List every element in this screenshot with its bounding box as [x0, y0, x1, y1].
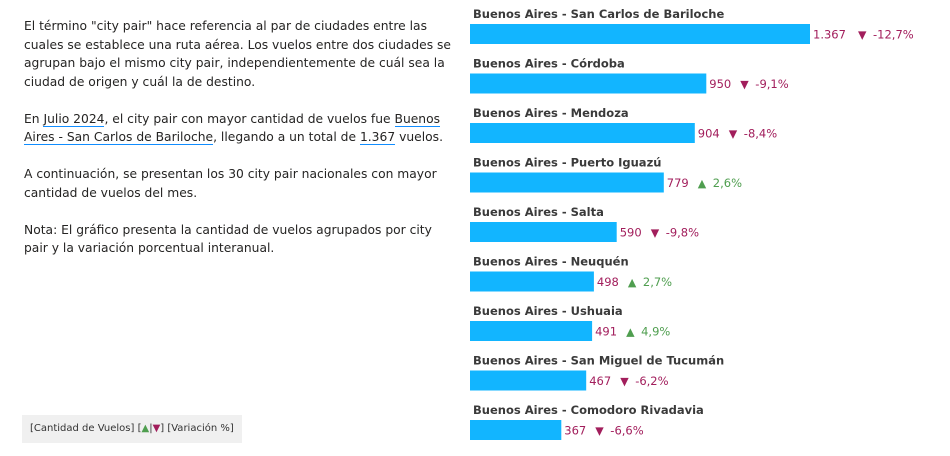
down-triangle-icon: ▼ [595, 425, 604, 438]
value-label: 950 [709, 77, 731, 91]
top-pair-highlight: Buenos Aires - San Carlos de Bariloche [24, 111, 441, 145]
category-label: Buenos Aires - Puerto Iguazú [473, 156, 661, 170]
category-label: Buenos Aires - Salta [473, 205, 604, 219]
bar [470, 73, 707, 94]
bar [470, 370, 587, 391]
bar [470, 172, 664, 193]
legend-separator: | [149, 423, 153, 434]
category-label: Buenos Aires - Neuquén [473, 255, 629, 269]
down-triangle-icon: ▼ [620, 375, 629, 388]
down-triangle-icon: ▼ [651, 227, 660, 240]
category-label: Buenos Aires - Córdoba [473, 57, 625, 71]
bar [470, 123, 695, 143]
bar [470, 420, 562, 440]
intro-text-block: El término "city pair" hace referencia a… [24, 17, 454, 276]
intro-text-mid2: , llegando a un total de [213, 130, 360, 144]
variation-label: 4,9% [641, 325, 670, 339]
value-label: 779 [667, 176, 689, 190]
up-triangle-icon: ▲ [628, 276, 637, 289]
bar [470, 24, 810, 44]
intro-paragraph-continuation: A continuación, se presentan los 30 city… [24, 167, 437, 200]
variation-label: 2,7% [643, 275, 672, 289]
city-pair-bar-chart: Buenos Aires - San Carlos de Bariloche 1.… [470, 7, 914, 440]
value-label: 1.367 [813, 28, 846, 42]
bar [470, 321, 593, 341]
variation-label: -9,1% [755, 77, 788, 91]
month-highlight: Julio 2024 [43, 111, 105, 127]
intro-paragraph-highlight: En Julio 2024, el city pair con mayor ca… [24, 110, 454, 147]
category-label: Buenos Aires - Comodoro Rivadavia [473, 403, 704, 417]
intro-text-prefix: En [24, 111, 44, 126]
up-triangle-icon: ▲ [698, 177, 707, 190]
intro-text-mid: , el city pair con mayor cantidad de vue… [104, 111, 395, 126]
category-label: Buenos Aires - Mendoza [473, 106, 629, 120]
down-triangle-icon: ▼ [740, 78, 749, 91]
legend-text-start: [Cantidad de Vuelos] [ [30, 423, 142, 434]
bar [470, 222, 617, 242]
legend-text-end: ] [Variación %] [160, 423, 234, 434]
variation-label: -9,8% [666, 226, 699, 240]
value-label: 498 [597, 275, 619, 289]
category-label: Buenos Aires - Ushuaia [473, 304, 623, 318]
legend-up-triangle-icon: ▲ [141, 423, 150, 434]
variation-label: -8,4% [744, 127, 777, 141]
value-label: 467 [589, 374, 611, 388]
down-triangle-icon: ▼ [858, 29, 867, 42]
bar [470, 271, 594, 292]
up-triangle-icon: ▲ [626, 326, 635, 339]
category-label: Buenos Aires - San Carlos de Bariloche [473, 7, 724, 21]
intro-paragraph-definition: El término "city pair" hace referencia a… [24, 19, 451, 89]
variation-label: -6,6% [610, 424, 643, 438]
category-label: Buenos Aires - San Miguel de Tucumán [473, 354, 724, 368]
intro-text-suffix: vuelos. [395, 130, 443, 144]
legend-down-triangle-icon: ▼ [152, 423, 161, 434]
value-label: 590 [620, 226, 642, 240]
legend-box: [Cantidad de Vuelos] [▲|▼] [Variación %] [22, 415, 242, 443]
value-label: 904 [698, 127, 720, 141]
intro-paragraph-note: Nota: El gráfico presenta la cantidad de… [24, 222, 432, 256]
variation-label: -12,7% [873, 28, 914, 42]
variation-label: -6,2% [635, 374, 668, 388]
total-highlight: 1.367 [359, 130, 396, 145]
down-triangle-icon: ▼ [729, 128, 738, 141]
value-label: 367 [564, 424, 586, 438]
variation-label: 2,6% [713, 176, 742, 190]
value-label: 491 [595, 325, 617, 339]
